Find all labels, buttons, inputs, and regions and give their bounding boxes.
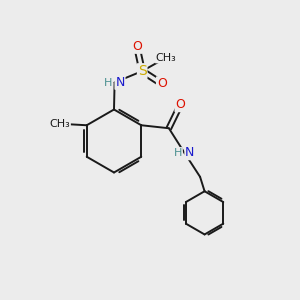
Text: O: O (132, 40, 142, 53)
Text: H: H (104, 77, 112, 88)
Text: S: S (138, 64, 147, 78)
Text: CH₃: CH₃ (49, 119, 70, 129)
Text: CH₃: CH₃ (156, 52, 177, 63)
Text: O: O (175, 98, 185, 111)
Text: O: O (157, 77, 166, 90)
Text: N: N (115, 76, 125, 89)
Text: H: H (174, 148, 182, 158)
Text: N: N (185, 146, 195, 159)
